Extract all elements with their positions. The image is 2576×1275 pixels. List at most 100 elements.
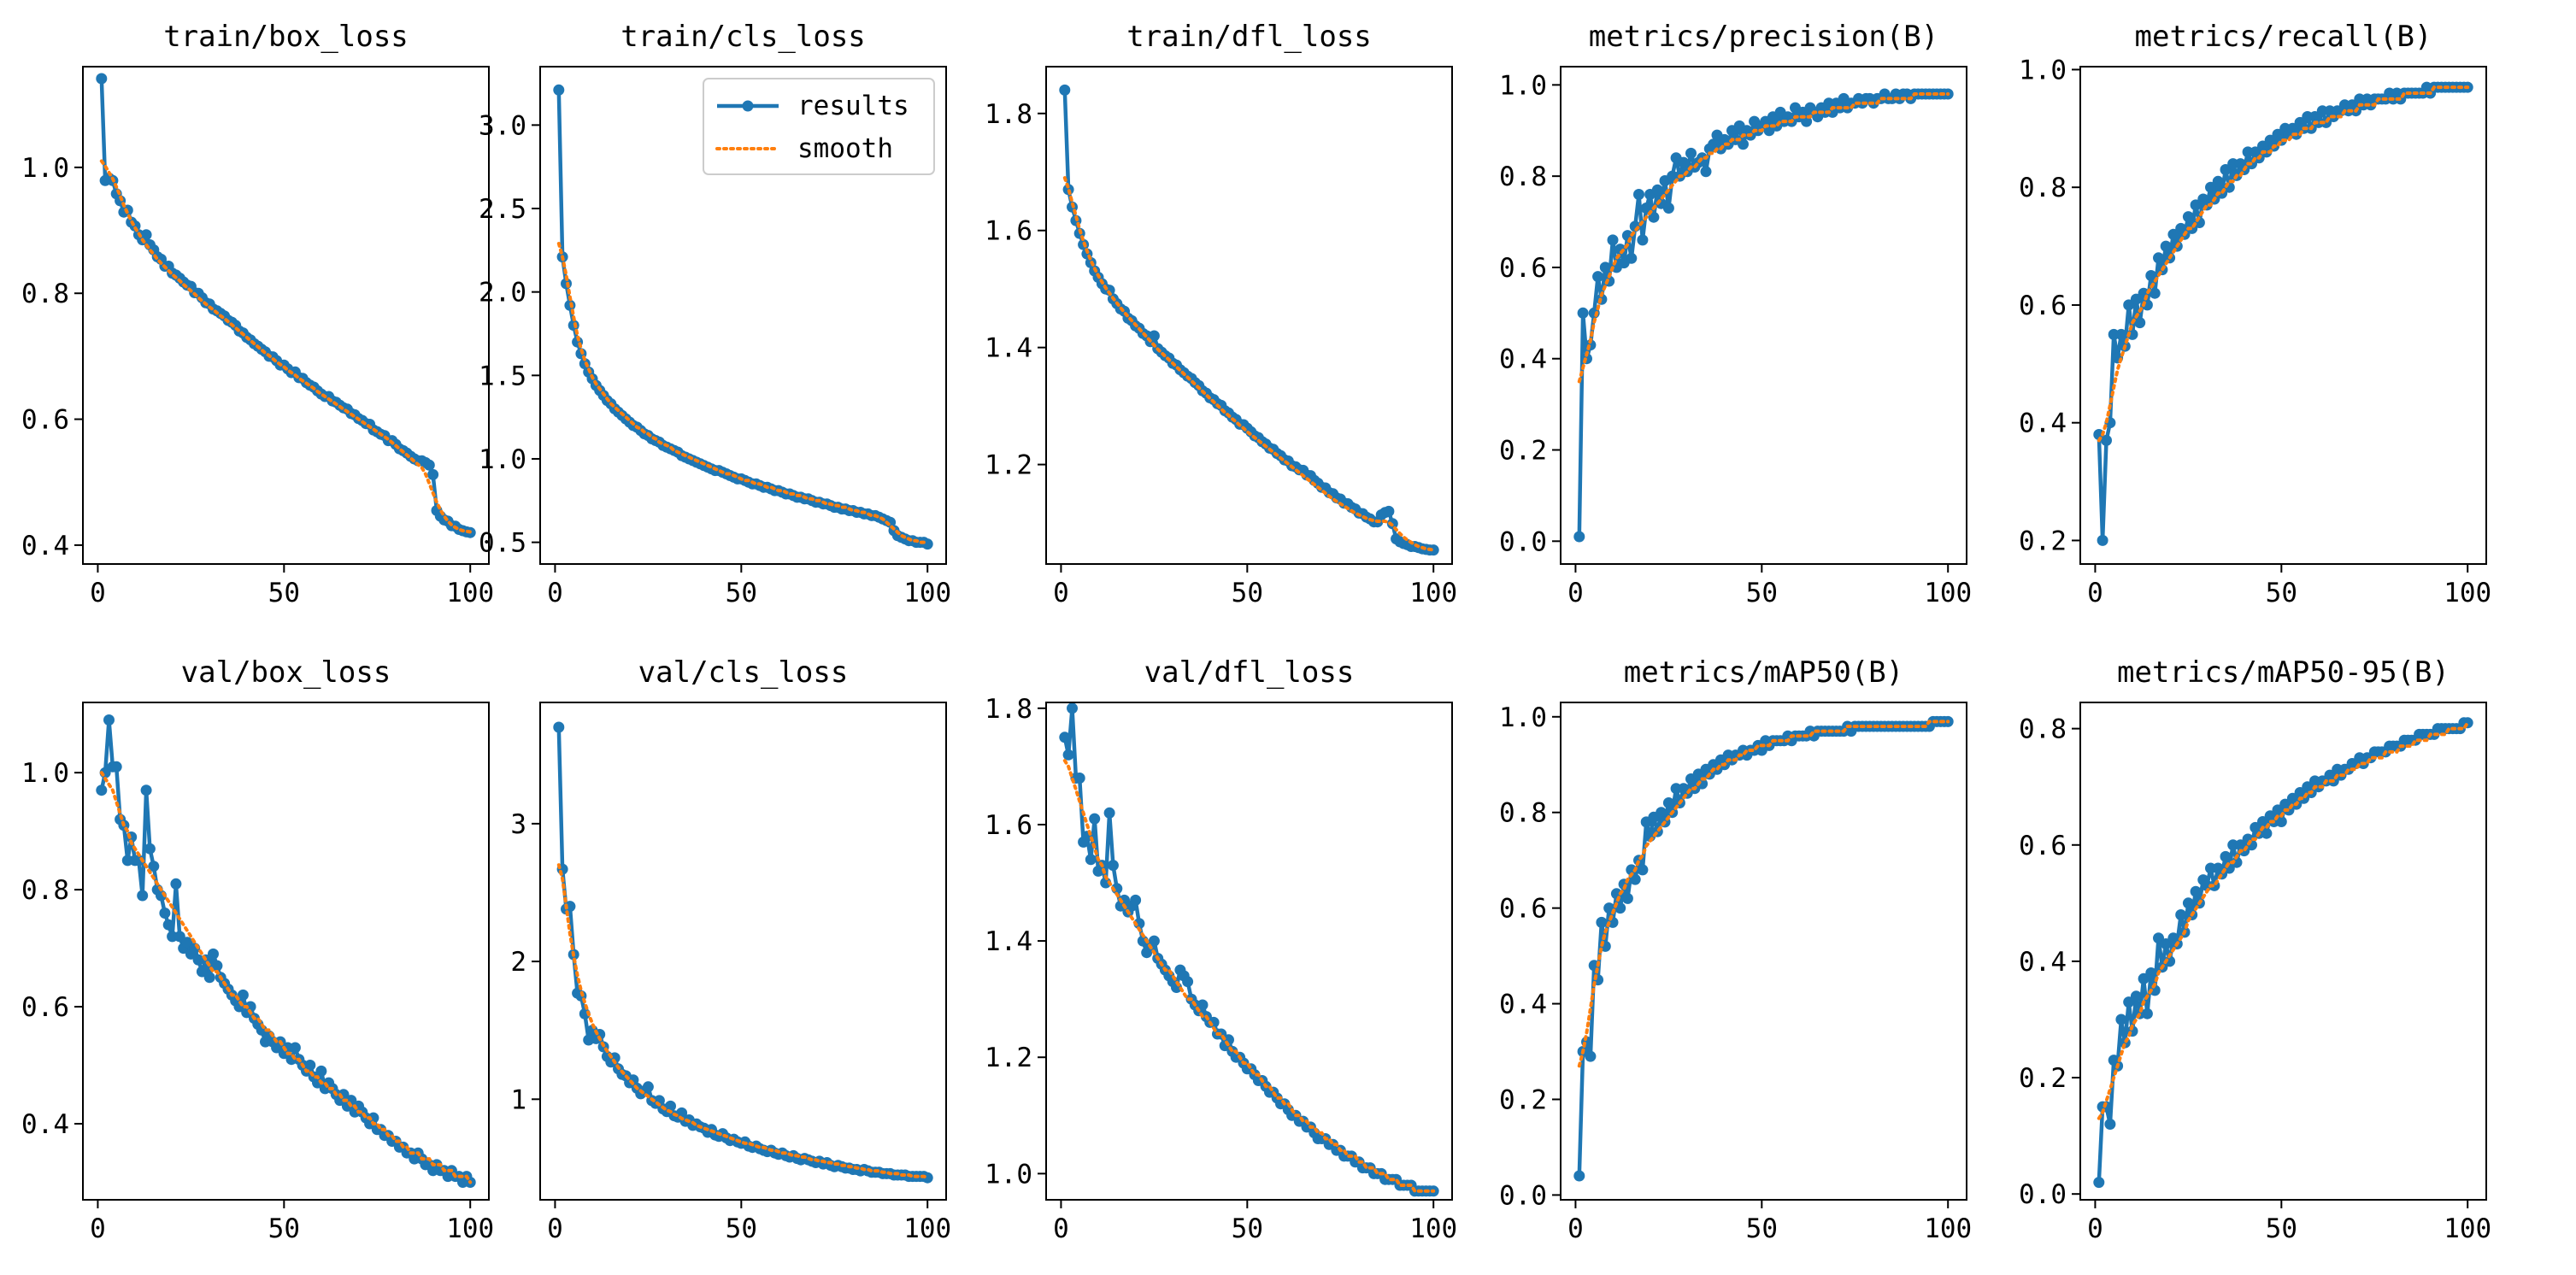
series-group xyxy=(1573,715,1954,1182)
results-point xyxy=(2101,434,2112,446)
y-tick-label: 0.6 xyxy=(1499,253,1547,284)
x-tick-label: 0 xyxy=(547,1213,563,1244)
results-point xyxy=(1085,854,1097,866)
subplot-5: metrics/recall(B) 0 50 100 0.2 0.4 0.6 0.8 1.0 xyxy=(2019,20,2491,608)
results-point xyxy=(1621,892,1633,904)
y-tick-label: 2.0 xyxy=(479,278,526,308)
results-point xyxy=(2160,240,2172,252)
results-point xyxy=(1607,234,1619,246)
results-point xyxy=(1640,203,1652,214)
plot-area xyxy=(2080,67,2486,564)
subplot-3: train/dfl_loss 0 50 100 1.2 1.4 1.6 1.8 xyxy=(985,20,1457,608)
x-tick-label: 50 xyxy=(2266,578,2297,608)
y-tick-label: 0.2 xyxy=(2019,526,2067,556)
x-tick-label: 50 xyxy=(726,1213,757,1244)
results-point xyxy=(2160,938,2172,949)
results-point xyxy=(1656,807,1667,819)
results-point xyxy=(553,84,565,96)
results-point xyxy=(96,73,108,85)
results-point xyxy=(1626,864,1638,876)
results-point xyxy=(1629,873,1641,885)
results-point xyxy=(1801,115,1813,127)
results-point xyxy=(2093,1177,2105,1189)
x-tick-label: 0 xyxy=(1053,1213,1069,1244)
x-tick-label: 100 xyxy=(1409,1213,1457,1244)
smooth-line xyxy=(556,242,930,544)
results-point xyxy=(1197,999,1209,1011)
y-tick-label: 1.8 xyxy=(985,694,1032,725)
results-point xyxy=(665,1100,676,1112)
results-point xyxy=(2153,932,2164,944)
results-point xyxy=(2205,181,2216,193)
results-point xyxy=(2134,317,2146,329)
legend-results-label: results xyxy=(797,91,909,121)
smooth-line xyxy=(2097,85,2470,443)
plot-frame xyxy=(539,66,947,565)
results-point xyxy=(1059,84,1071,96)
y-tick-label: 1.4 xyxy=(985,926,1032,957)
x-tick-label: 0 xyxy=(1053,578,1069,608)
results-point xyxy=(103,714,115,726)
smooth-line xyxy=(556,863,930,1180)
subplot-9: metrics/mAP50(B) 0 50 100 0.0 0.2 0.4 0.6 0.8 1.0 xyxy=(1499,655,1972,1244)
results-point xyxy=(1100,877,1112,889)
series-group xyxy=(2093,717,2473,1189)
results-point xyxy=(642,1081,654,1093)
results-point xyxy=(1599,261,1611,273)
results-point xyxy=(2257,816,2268,827)
results-point xyxy=(2115,1014,2127,1025)
results-point xyxy=(1626,252,1638,264)
y-tick-label: 0.5 xyxy=(479,528,526,559)
x-tick-label: 100 xyxy=(1924,578,1972,608)
x-tick-label: 50 xyxy=(268,578,300,608)
y-tick-label: 0.4 xyxy=(21,531,69,561)
results-point xyxy=(2275,816,2287,827)
x-tick-label: 50 xyxy=(1232,578,1263,608)
results-point xyxy=(148,861,160,873)
results-point xyxy=(1678,156,1690,168)
x-tick-label: 100 xyxy=(1409,578,1457,608)
y-tick-label: 1.2 xyxy=(985,1043,1032,1073)
subplot-1: train/box_loss 0 50 100 0.4 0.6 0.8 1.0 xyxy=(21,20,494,608)
results-point xyxy=(137,890,149,902)
results-point xyxy=(1073,773,1085,784)
y-tick-label: 0.2 xyxy=(1499,436,1547,467)
results-point xyxy=(1738,138,1749,150)
results-point xyxy=(2175,909,2187,920)
results-point xyxy=(2190,199,2202,211)
results-point xyxy=(1685,147,1697,159)
x-tick-label: 0 xyxy=(1567,1213,1584,1244)
results-point xyxy=(2138,972,2150,984)
results-point xyxy=(208,948,219,960)
x-tick-label: 0 xyxy=(2087,578,2103,608)
plot-frame xyxy=(1560,702,1967,1201)
results-point xyxy=(2123,299,2135,311)
smooth-line xyxy=(1062,176,1436,552)
y-tick-label: 1.4 xyxy=(985,333,1032,364)
smooth-line xyxy=(99,159,473,534)
y-tick-label: 1.0 xyxy=(2019,55,2067,85)
x-tick-label: 50 xyxy=(1232,1213,1263,1244)
results-point xyxy=(1637,864,1649,876)
subplot-title: train/cls_loss xyxy=(620,20,866,54)
y-tick-label: 0.8 xyxy=(21,875,69,906)
x-tick-label: 100 xyxy=(903,1213,951,1244)
results-point xyxy=(2123,996,2135,1008)
legend: results smooth xyxy=(703,78,935,175)
y-tick-label: 0.8 xyxy=(21,279,69,309)
y-tick-label: 0.4 xyxy=(2019,947,2067,978)
y-tick-label: 0.6 xyxy=(2019,291,2067,321)
results-point xyxy=(1383,505,1395,517)
results-point xyxy=(1148,330,1160,342)
results-point xyxy=(1059,732,1071,743)
results-point xyxy=(110,761,122,773)
results-point xyxy=(1062,749,1074,761)
x-tick-label: 0 xyxy=(1567,578,1584,608)
results-point xyxy=(162,919,174,931)
subplot-title: metrics/mAP50(B) xyxy=(1624,655,1904,690)
smooth-line xyxy=(1577,720,1950,1068)
plot-area xyxy=(1046,702,1452,1200)
y-tick-label: 1.2 xyxy=(985,450,1032,481)
y-tick-label: 1 xyxy=(510,1084,526,1115)
